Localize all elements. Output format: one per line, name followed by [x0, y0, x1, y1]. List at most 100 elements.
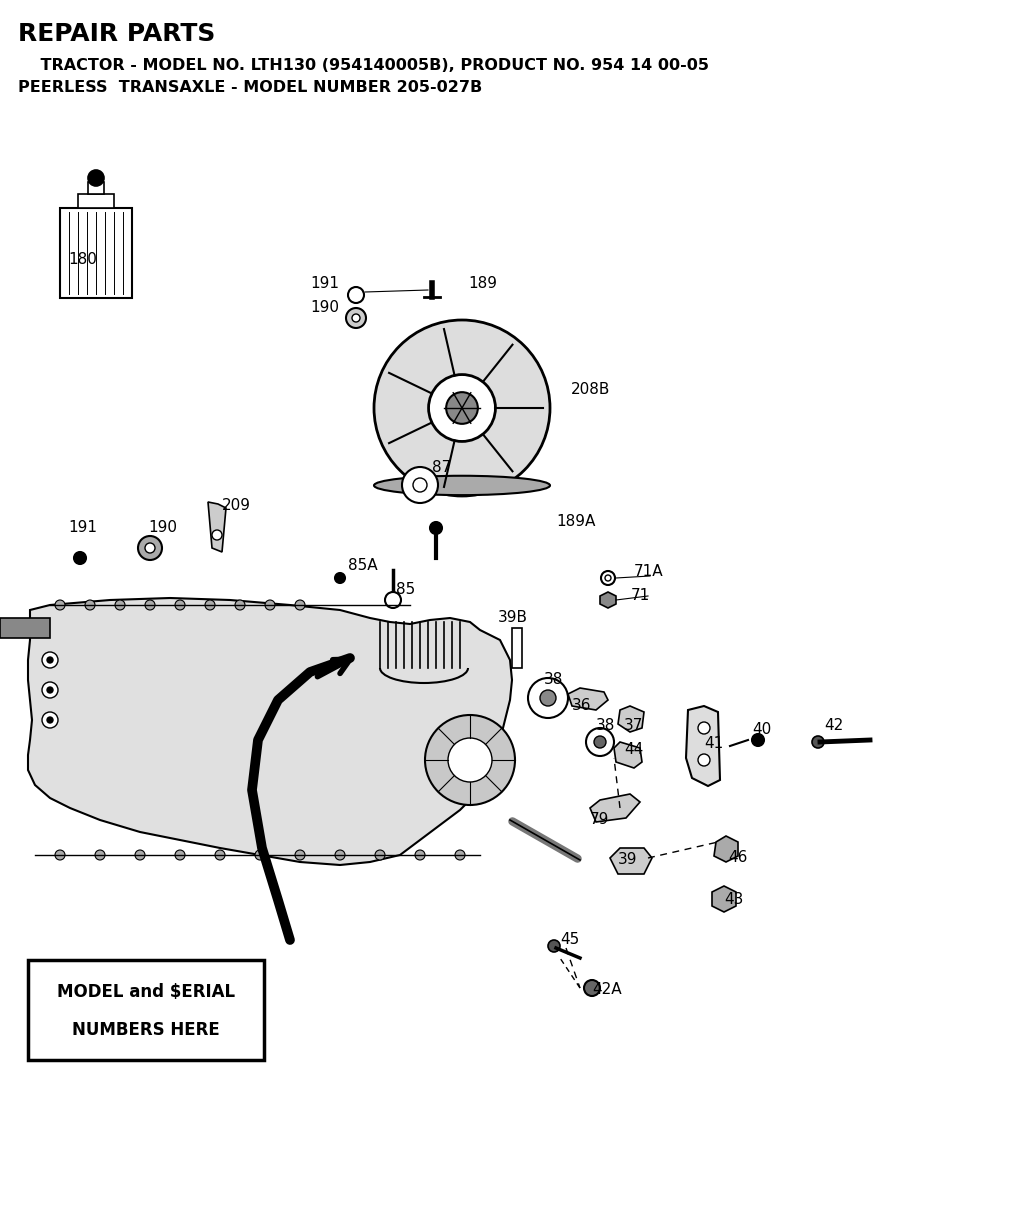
Circle shape: [145, 600, 155, 610]
Circle shape: [215, 850, 225, 860]
Circle shape: [586, 728, 614, 756]
Text: 45: 45: [560, 933, 580, 948]
Text: 37: 37: [624, 719, 643, 734]
Text: 190: 190: [310, 301, 339, 316]
Circle shape: [88, 170, 104, 186]
Text: 180: 180: [68, 252, 97, 268]
Bar: [0, 618, 50, 638]
Circle shape: [138, 536, 162, 560]
Circle shape: [455, 850, 465, 860]
Circle shape: [295, 600, 305, 610]
Circle shape: [145, 543, 155, 553]
Bar: [28, 960, 264, 1059]
Circle shape: [601, 571, 615, 585]
Text: 190: 190: [148, 521, 177, 536]
Polygon shape: [208, 501, 226, 552]
Circle shape: [348, 288, 364, 304]
Polygon shape: [712, 886, 736, 912]
Text: 87: 87: [432, 461, 452, 476]
Circle shape: [55, 600, 65, 610]
Circle shape: [446, 392, 478, 424]
Circle shape: [85, 600, 95, 610]
Circle shape: [335, 850, 345, 860]
Circle shape: [540, 689, 556, 705]
FancyArrowPatch shape: [512, 821, 578, 859]
Text: NUMBERS HERE: NUMBERS HERE: [72, 1021, 220, 1039]
Text: 71: 71: [631, 589, 650, 603]
Circle shape: [594, 736, 606, 748]
Circle shape: [205, 600, 215, 610]
Circle shape: [346, 308, 366, 328]
Text: REPAIR PARTS: REPAIR PARTS: [18, 22, 215, 45]
Text: MODEL and $ERIAL: MODEL and $ERIAL: [57, 983, 236, 1000]
Bar: [78, 194, 114, 208]
Text: 42: 42: [824, 719, 843, 734]
Text: 79: 79: [590, 812, 609, 827]
Text: 36: 36: [572, 698, 592, 714]
Text: 46: 46: [728, 850, 748, 865]
Circle shape: [255, 850, 265, 860]
Polygon shape: [714, 836, 738, 862]
Circle shape: [47, 687, 53, 693]
Circle shape: [265, 600, 275, 610]
Text: 191: 191: [310, 277, 339, 291]
Circle shape: [374, 320, 550, 497]
Text: 85A: 85A: [348, 558, 378, 574]
Text: 39B: 39B: [498, 611, 528, 626]
Text: 85: 85: [396, 583, 416, 597]
Polygon shape: [600, 592, 616, 608]
Polygon shape: [614, 742, 642, 768]
Text: 43: 43: [724, 892, 743, 907]
Text: 41: 41: [705, 736, 723, 751]
Circle shape: [584, 980, 600, 995]
Text: TRACTOR - MODEL NO. LTH130 (954140005B), PRODUCT NO. 954 14 00-05: TRACTOR - MODEL NO. LTH130 (954140005B),…: [18, 58, 709, 73]
Text: PEERLESS  TRANSAXLE - MODEL NUMBER 205-027B: PEERLESS TRANSAXLE - MODEL NUMBER 205-02…: [18, 80, 482, 95]
Circle shape: [449, 737, 492, 782]
Circle shape: [47, 717, 53, 723]
Circle shape: [42, 653, 58, 669]
Circle shape: [234, 600, 245, 610]
Circle shape: [752, 734, 764, 746]
Text: 38: 38: [544, 672, 563, 687]
Circle shape: [430, 522, 442, 533]
Circle shape: [335, 573, 345, 583]
Circle shape: [375, 850, 385, 860]
Circle shape: [425, 715, 515, 805]
Polygon shape: [618, 705, 644, 732]
Circle shape: [212, 530, 222, 540]
Text: 189: 189: [468, 277, 497, 291]
Circle shape: [95, 850, 105, 860]
Text: 42A: 42A: [592, 982, 622, 998]
Circle shape: [413, 478, 427, 492]
Ellipse shape: [374, 476, 550, 495]
Circle shape: [402, 467, 438, 503]
Circle shape: [175, 600, 185, 610]
Polygon shape: [568, 688, 608, 710]
Circle shape: [605, 575, 611, 581]
Circle shape: [548, 940, 560, 952]
Polygon shape: [590, 794, 640, 822]
Circle shape: [42, 712, 58, 728]
Text: 191: 191: [68, 521, 97, 536]
Text: 209: 209: [222, 498, 251, 512]
Polygon shape: [610, 848, 652, 874]
Text: 38: 38: [596, 719, 615, 734]
Circle shape: [115, 600, 125, 610]
Text: 39: 39: [618, 853, 638, 868]
Circle shape: [812, 736, 824, 748]
Circle shape: [385, 592, 401, 608]
Circle shape: [55, 850, 65, 860]
Bar: [60, 208, 132, 297]
Polygon shape: [28, 599, 512, 865]
Circle shape: [352, 313, 360, 322]
Circle shape: [42, 682, 58, 698]
Text: 44: 44: [624, 742, 643, 757]
Circle shape: [135, 850, 145, 860]
Text: 189A: 189A: [556, 514, 595, 528]
Bar: [88, 182, 104, 194]
Circle shape: [415, 850, 425, 860]
Text: 208B: 208B: [571, 382, 610, 397]
Polygon shape: [686, 705, 720, 787]
Circle shape: [74, 552, 86, 564]
Circle shape: [698, 755, 710, 766]
